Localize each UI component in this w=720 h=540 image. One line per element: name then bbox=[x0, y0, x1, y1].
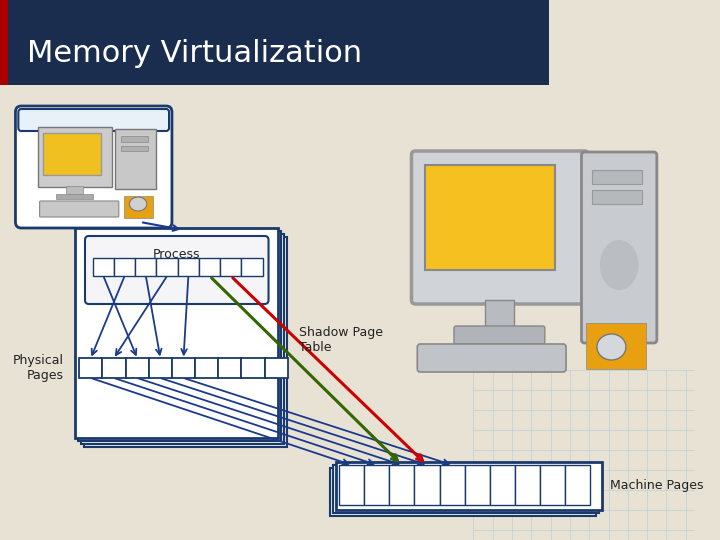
Bar bbox=[114, 258, 135, 276]
Text: Shadow Page
Table: Shadow Page Table bbox=[300, 326, 384, 354]
Bar bbox=[156, 258, 178, 276]
FancyBboxPatch shape bbox=[412, 151, 588, 304]
Bar bbox=[515, 465, 540, 505]
Bar bbox=[339, 465, 364, 505]
Bar bbox=[124, 196, 153, 218]
Bar bbox=[265, 358, 288, 378]
Bar bbox=[93, 258, 114, 276]
FancyBboxPatch shape bbox=[454, 326, 545, 344]
Bar bbox=[0, 0, 8, 85]
Bar bbox=[0, 0, 549, 85]
Bar bbox=[43, 133, 102, 175]
Bar bbox=[121, 136, 148, 142]
Bar bbox=[586, 323, 647, 369]
Bar bbox=[195, 358, 218, 378]
Bar bbox=[485, 300, 514, 328]
FancyBboxPatch shape bbox=[418, 344, 566, 372]
Bar bbox=[125, 358, 149, 378]
Bar bbox=[592, 190, 642, 204]
FancyBboxPatch shape bbox=[85, 236, 269, 304]
FancyBboxPatch shape bbox=[37, 127, 112, 187]
Bar bbox=[540, 465, 565, 505]
Text: Physical
Pages: Physical Pages bbox=[13, 354, 64, 382]
Bar bbox=[78, 231, 281, 441]
Bar bbox=[330, 468, 596, 516]
Bar bbox=[76, 228, 278, 438]
Bar bbox=[592, 170, 642, 184]
Bar bbox=[218, 358, 241, 378]
Bar bbox=[81, 234, 284, 444]
Bar bbox=[439, 465, 464, 505]
Bar bbox=[172, 358, 195, 378]
Bar bbox=[199, 258, 220, 276]
Bar bbox=[241, 358, 265, 378]
Bar bbox=[364, 465, 390, 505]
Bar bbox=[333, 465, 599, 513]
Bar bbox=[56, 194, 93, 199]
Bar bbox=[390, 465, 415, 505]
FancyBboxPatch shape bbox=[115, 129, 156, 189]
Bar bbox=[415, 465, 439, 505]
Ellipse shape bbox=[597, 334, 626, 360]
Bar bbox=[149, 358, 172, 378]
Bar bbox=[490, 465, 515, 505]
Bar bbox=[84, 237, 287, 447]
Bar bbox=[102, 358, 125, 378]
Bar bbox=[79, 358, 102, 378]
Bar bbox=[66, 186, 83, 194]
Bar bbox=[425, 165, 555, 270]
Bar bbox=[336, 462, 602, 510]
Text: Machine Pages: Machine Pages bbox=[610, 480, 703, 492]
FancyBboxPatch shape bbox=[582, 152, 657, 343]
Text: Memory Virtualization: Memory Virtualization bbox=[27, 39, 362, 69]
Bar bbox=[121, 146, 148, 151]
Bar bbox=[178, 258, 199, 276]
FancyBboxPatch shape bbox=[15, 106, 172, 228]
Bar bbox=[220, 258, 241, 276]
Bar bbox=[464, 465, 490, 505]
Ellipse shape bbox=[130, 197, 147, 211]
Text: Process: Process bbox=[153, 247, 200, 260]
FancyBboxPatch shape bbox=[40, 201, 119, 217]
Ellipse shape bbox=[600, 240, 639, 290]
Bar bbox=[565, 465, 590, 505]
Bar bbox=[135, 258, 156, 276]
Bar bbox=[241, 258, 263, 276]
FancyBboxPatch shape bbox=[18, 109, 169, 131]
